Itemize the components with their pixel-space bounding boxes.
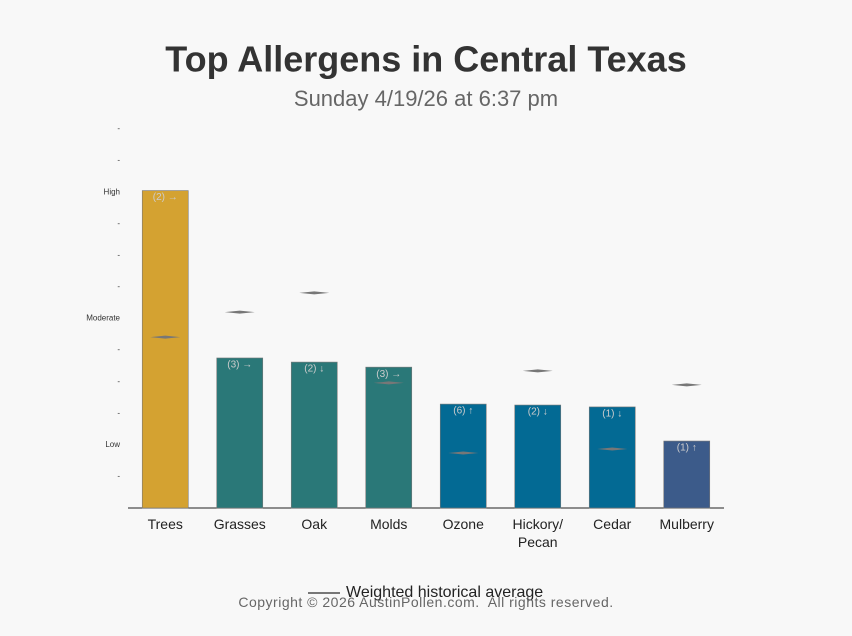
y-tick-label: -: [117, 124, 120, 133]
x-tick-label: Ozone: [442, 516, 484, 532]
bar-annotation: (6) ↑: [453, 406, 473, 417]
bar-annotation: (3) →: [376, 369, 401, 380]
y-tick-label: -: [117, 219, 120, 228]
bar: [216, 357, 264, 509]
y-tick-label: -: [117, 282, 120, 291]
x-tick-label: Trees: [147, 516, 183, 532]
bar-annotation: (2) →: [153, 192, 178, 203]
historical-marker: [671, 383, 702, 387]
historical-marker: [373, 381, 404, 385]
historical-marker: [597, 447, 628, 451]
y-tick-label: -: [117, 408, 120, 417]
legend-label: Weighted historical average: [346, 584, 543, 601]
bar: [588, 406, 636, 509]
y-tick-label: -: [117, 156, 120, 165]
x-tick-label: Oak: [301, 516, 328, 532]
y-tick-label: -: [117, 472, 120, 481]
bar: [514, 404, 562, 509]
bar: [365, 366, 413, 509]
bar: [439, 403, 487, 509]
x-tick-label: Mulberry: [659, 516, 714, 532]
y-tick-label: Moderate: [86, 314, 120, 323]
y-tick-label: High: [104, 187, 120, 196]
x-tick-label: Molds: [370, 516, 408, 532]
historical-marker: [299, 291, 330, 295]
bar-annotation: (1) ↑: [677, 443, 697, 454]
bar-annotation: (2) ↓: [528, 407, 548, 418]
chart-subtitle: Sunday 4/19/26 at 6:37 pm: [294, 86, 558, 111]
bar-annotation: (1) ↓: [602, 409, 622, 420]
footer: Copyright © 2026 AustinPollen.com. All r…: [238, 594, 614, 610]
historical-marker: [448, 451, 479, 455]
bar-annotation: (3) →: [227, 360, 252, 371]
historical-marker: [150, 335, 181, 339]
x-tick-label: Hickory/ Pecan: [512, 516, 564, 550]
bar: [663, 440, 711, 509]
y-tick-label: Low: [105, 440, 120, 449]
historical-marker: [224, 310, 255, 314]
y-tick-label: -: [117, 345, 120, 354]
historical-marker: [522, 369, 553, 373]
bar: [290, 361, 338, 509]
y-tick-label: -: [117, 377, 120, 386]
bar: [141, 190, 189, 509]
y-tick-label: -: [117, 250, 120, 259]
bar-annotation: (2) ↓: [304, 364, 324, 375]
chart-title: Top Allergens in Central Texas: [165, 39, 686, 80]
x-tick-label: Cedar: [593, 516, 632, 532]
x-tick-label: Grasses: [213, 516, 266, 532]
